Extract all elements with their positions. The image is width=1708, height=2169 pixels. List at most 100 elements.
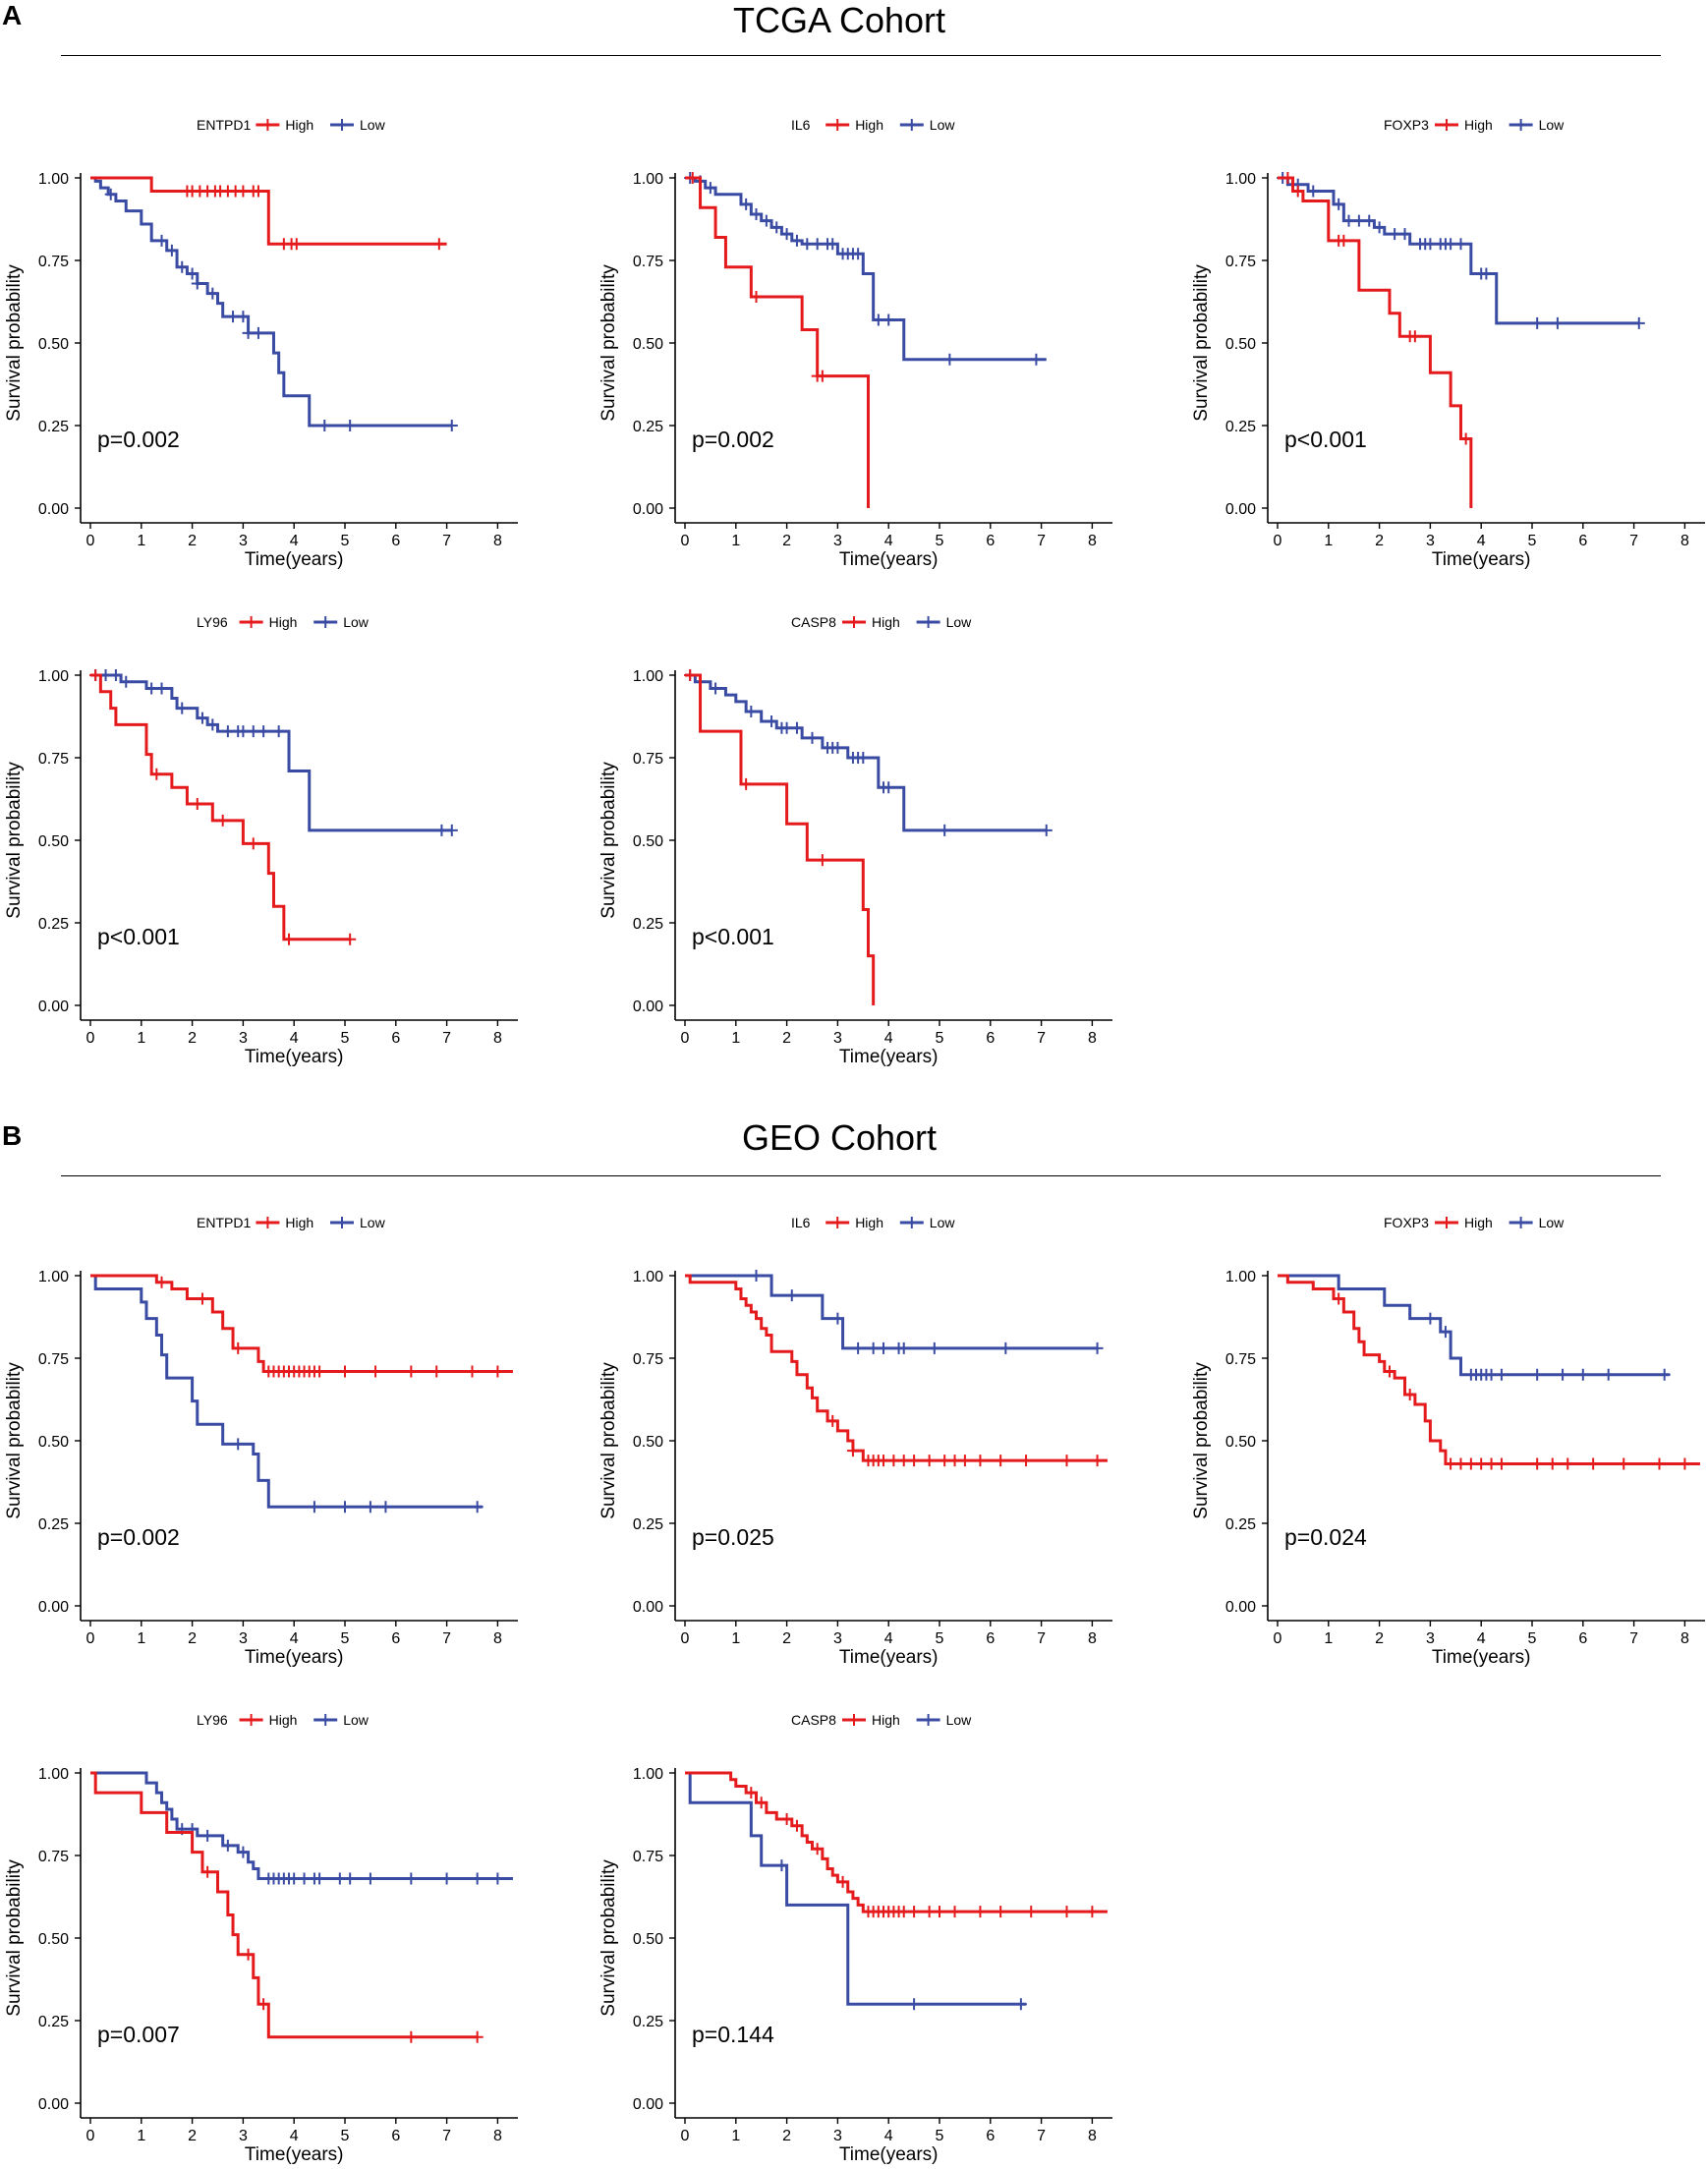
chart-8-low-censor-11	[298, 1872, 311, 1885]
chart-4-x-tick-label-7: 7	[1037, 1030, 1046, 1047]
chart-2-legend-label-0: High	[1464, 117, 1493, 133]
chart-1-low-censor-10	[811, 238, 824, 251]
chart-6-x-label: Time(years)	[839, 1647, 939, 1668]
chart-7-high-censor-7	[1485, 1457, 1498, 1470]
chart-7-y-tick-label-2: 0.50	[1225, 1434, 1256, 1451]
chart-4-legend-label-0: High	[872, 614, 900, 630]
chart-3-y-tick-label-0: 0.00	[38, 999, 69, 1015]
chart-3-y-tick-label-3: 0.75	[38, 751, 69, 768]
chart-3-low-censor-4	[145, 682, 158, 695]
chart-5-low-censor-0	[232, 1438, 245, 1451]
chart-7-high-censor-15	[1679, 1457, 1691, 1470]
chart-2-low-censor-10	[1398, 228, 1411, 241]
chart-6-x-tick-label-6: 6	[986, 1630, 995, 1647]
chart-4-low-censor-18	[1040, 824, 1053, 836]
chart-7-legend-label-0: High	[1464, 1215, 1493, 1230]
chart-6-low-censor-8	[928, 1341, 940, 1354]
chart-1-low-censor-12	[826, 238, 839, 251]
chart-7-x-tick-label-1: 1	[1324, 1630, 1333, 1647]
chart-9-high-censor-1	[755, 1797, 768, 1809]
chart-3-legend-label-1: Low	[343, 614, 370, 630]
chart-3-low-censor-7	[196, 712, 208, 724]
chart-0-high-censor-8	[237, 185, 250, 198]
chart-6-high-censor-16	[1060, 1455, 1073, 1467]
chart-7-high-censor-8	[1495, 1457, 1508, 1470]
chart-4-low-censor-17	[939, 824, 951, 836]
chart-1-y-tick-label-1: 0.25	[633, 419, 663, 435]
chart-5-y-tick-label-4: 1.00	[38, 1269, 69, 1285]
chart-1-y-tick-label-0: 0.00	[633, 501, 663, 518]
chart-7-low-censor-0	[1424, 1312, 1437, 1325]
chart-2-high-censor-0	[1281, 172, 1294, 184]
chart-2-curve-high	[1278, 176, 1473, 508]
chart-1-low-censor-20	[1030, 353, 1043, 366]
chart-8-low-censor-17	[405, 1872, 418, 1885]
chart-7-low-censor-12	[1658, 1368, 1671, 1381]
chart-7-legend-label-1: Low	[1539, 1215, 1566, 1230]
chart-6-high-censor-9	[923, 1455, 936, 1467]
chart-3-legend-label-0: High	[269, 614, 298, 630]
chart-6-low-censor-3	[852, 1341, 865, 1354]
chart-4-pvalue: p<0.001	[692, 924, 774, 949]
chart-5-high-censor-18	[466, 1365, 479, 1378]
chart-4-low-censor-6	[780, 721, 793, 734]
chart-2-low-censor-20	[1531, 316, 1544, 329]
chart-4-y-tick-label-4: 1.00	[633, 668, 663, 685]
chart-8-low-censor-4	[237, 1846, 250, 1858]
chart-8-high-censor-1	[242, 1948, 255, 1961]
chart-7-curve-low	[1278, 1274, 1670, 1377]
chart-8-low-censor-3	[221, 1839, 234, 1852]
chart-9-high-censor-16	[934, 1906, 945, 1918]
chart-6-y-tick-label-4: 1.00	[633, 1269, 663, 1285]
chart-8-low-censor-20	[491, 1872, 504, 1885]
chart-6-low-censor-10	[1091, 1341, 1104, 1354]
chart-5-x-tick-label-4: 4	[290, 1630, 299, 1647]
chart-5-x-tick-label-8: 8	[493, 1630, 502, 1647]
panel-b-title: GEO Cohort	[741, 1117, 938, 1158]
chart-8-high-censor-3	[405, 2030, 418, 2043]
chart-0-low-censor-10	[252, 326, 264, 339]
chart-0-low-censor-4	[186, 267, 199, 280]
chart-1-legend-label-1: Low	[930, 117, 956, 133]
chart-2-low-censor-4	[1333, 198, 1345, 210]
panel-b-letter: B	[2, 1120, 23, 1151]
chart-3-low-censor-5	[155, 682, 168, 695]
chart-0-x-tick-label-4: 4	[290, 533, 299, 549]
chart-4-x-tick-label-6: 6	[986, 1030, 995, 1047]
chart-4-y-tick-label-2: 0.50	[633, 833, 663, 850]
chart-9-x-tick-label-4: 4	[884, 2128, 893, 2144]
chart-9-pvalue: p=0.144	[692, 2022, 774, 2047]
chart-5-x-label: Time(years)	[245, 1647, 344, 1668]
chart-5-pvalue: p=0.002	[97, 1524, 180, 1550]
chart-0-x-tick-label-6: 6	[391, 533, 400, 549]
chart-6-legend-label-1: Low	[930, 1215, 956, 1230]
chart-6-y-tick-label-0: 0.00	[633, 1599, 663, 1616]
chart-0-low-censor-9	[242, 326, 255, 339]
chart-1-low-censor-8	[790, 234, 803, 247]
chart-5-high-censor-16	[405, 1365, 418, 1378]
chart-5-high-censor-15	[370, 1365, 382, 1378]
chart-6-high-censor-8	[908, 1455, 921, 1467]
chart-7-high-censor-12	[1587, 1457, 1600, 1470]
chart-7-high-censor-9	[1531, 1457, 1544, 1470]
chart-0-legend-label-0: High	[285, 117, 313, 133]
chart-6-pvalue: p=0.025	[692, 1524, 774, 1550]
chart-0-curve-low	[90, 176, 452, 428]
chart-7-high-censor-13	[1618, 1457, 1630, 1470]
chart-5-low-censor-1	[308, 1501, 320, 1513]
chart-5-legend-label-1: Low	[360, 1215, 386, 1230]
chart-6-high-censor-6	[887, 1455, 900, 1467]
chart-1-high-censor-0	[686, 172, 699, 184]
chart-8-geo-ly96: LY96 High Low 0 1 2 3 4 5 6 7 8 0.00 0.25 0.50 0.75 1.00…	[4, 1712, 518, 2165]
chart-9-x-tick-label-6: 6	[986, 2128, 995, 2144]
chart-5-x-tick-label-3: 3	[239, 1630, 248, 1647]
chart-2-x-tick-label-2: 2	[1375, 533, 1384, 549]
chart-3-low-censor-9	[221, 725, 234, 738]
chart-7-x-tick-label-5: 5	[1528, 1630, 1537, 1647]
chart-5-high-censor-14	[339, 1365, 351, 1378]
chart-7-high-censor-1	[1383, 1365, 1395, 1378]
chart-4-legend-label-1: Low	[946, 614, 973, 630]
chart-7-legend-title: FOXP3	[1384, 1215, 1429, 1230]
chart-1-low-censor-16	[852, 248, 865, 260]
chart-9-x-tick-label-5: 5	[936, 2128, 944, 2144]
